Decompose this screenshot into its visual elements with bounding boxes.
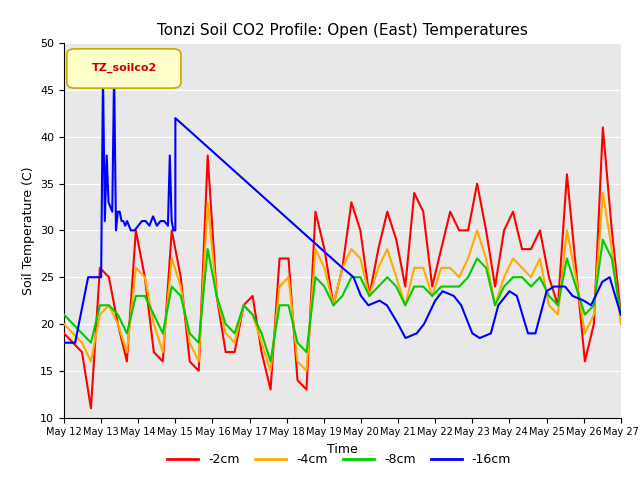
FancyBboxPatch shape	[67, 49, 181, 88]
Text: TZ_soilco2: TZ_soilco2	[92, 63, 157, 73]
Legend: -2cm, -4cm, -8cm, -16cm: -2cm, -4cm, -8cm, -16cm	[162, 448, 516, 471]
Title: Tonzi Soil CO2 Profile: Open (East) Temperatures: Tonzi Soil CO2 Profile: Open (East) Temp…	[157, 23, 528, 38]
X-axis label: Time: Time	[327, 443, 358, 456]
Y-axis label: Soil Temperature (C): Soil Temperature (C)	[22, 166, 35, 295]
